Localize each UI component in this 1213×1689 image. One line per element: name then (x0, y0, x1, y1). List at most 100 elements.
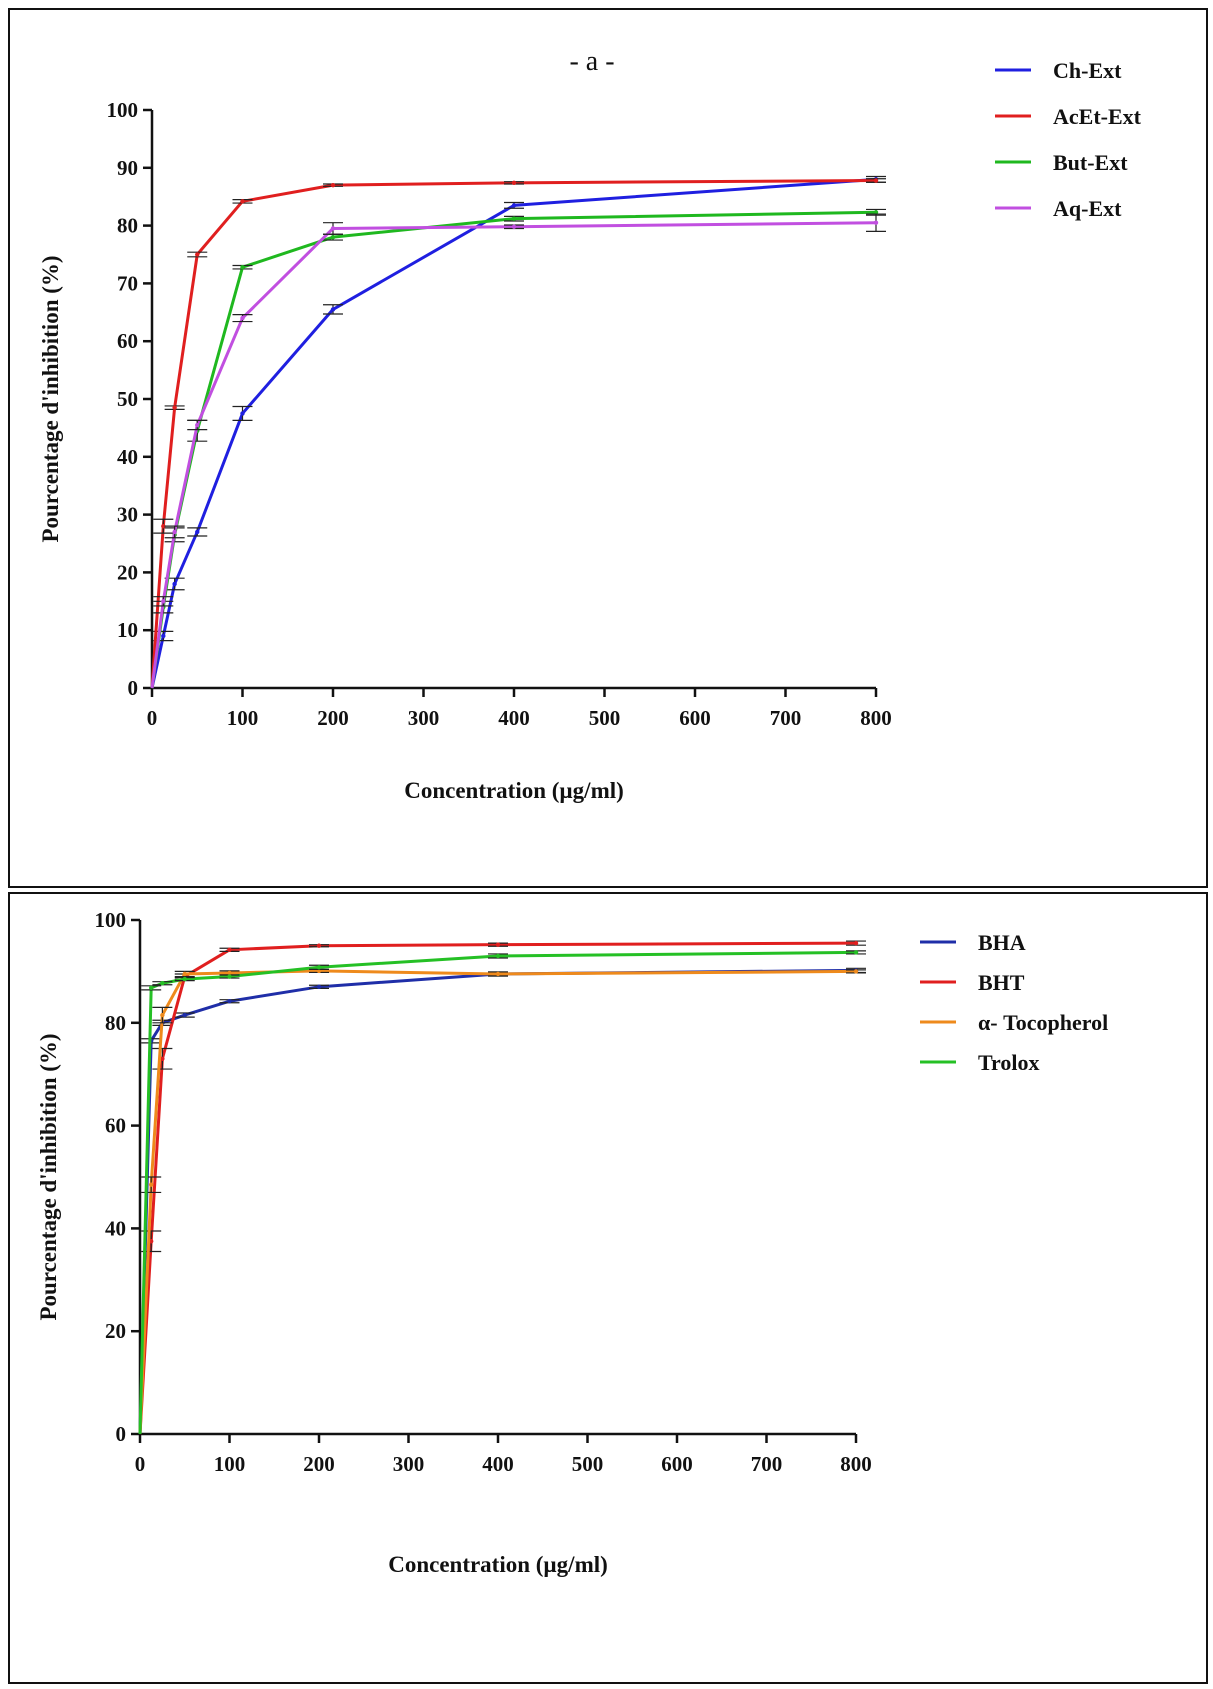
chart-b-error-bar (846, 950, 866, 955)
chart-a-data-point (330, 234, 336, 240)
chart-a-data-point (511, 224, 517, 229)
chart-b-data-point (316, 965, 322, 970)
chart-b-series-line-0 (138, 968, 857, 1435)
chart-a-error-bar (323, 182, 343, 188)
chart-a-error-bar (164, 577, 185, 591)
chart-a-y-tick-label: 100 (107, 98, 139, 122)
chart-a-title: - a - (569, 46, 614, 77)
chart-b-data-point (227, 999, 232, 1004)
chart-a-legend-label: AcEt-Ext (1053, 104, 1142, 129)
chart-b-x-tick-label: 700 (751, 1452, 783, 1476)
chart-b-error-bar (141, 985, 162, 991)
chart-a-x-tick-label: 500 (589, 706, 621, 730)
chart-a-error-bar (504, 215, 524, 222)
chart-a-y-tick-label: 20 (117, 560, 138, 584)
chart-a-error-bar (504, 201, 524, 209)
chart-b-data-point (495, 971, 501, 977)
chart-b-error-bar (174, 1012, 195, 1018)
chart-a-y-tick-label: 80 (117, 214, 138, 238)
chart-a-y-tick-label: 30 (117, 503, 138, 527)
chart-a-series-line-1 (150, 179, 877, 689)
chart-a-x-tick-label: 600 (679, 706, 711, 730)
chart-b-data-point (853, 950, 859, 955)
chart-b-error-bar (488, 942, 508, 947)
chart-b-x-tick-label: 100 (214, 1452, 246, 1476)
chart-b-legend-label: α- Tocopherol (978, 1010, 1108, 1035)
chart-a-error-bar (504, 180, 524, 186)
chart-a-series-line-0 (150, 177, 877, 689)
chart-b-data-point (853, 940, 859, 946)
chart-b-data-point (227, 947, 232, 953)
chart-b-data-point (160, 1012, 165, 1018)
chart-b-data-point (160, 981, 165, 986)
chart-a-error-bar (232, 264, 253, 270)
chart-a-data-point (511, 180, 517, 186)
chart-a-y-tick-label: 50 (117, 387, 138, 411)
chart-a-error-bar (187, 419, 208, 431)
chart-a-data-point (873, 220, 879, 225)
chart-b-data-point (316, 943, 322, 948)
chart-b-series-line-2 (138, 969, 857, 1435)
chart-panel-a: - a - 0 10 20 30 40 50 60 70 80 90 100 0 100 200 300 400… (8, 8, 1208, 888)
chart-b-error-bar (309, 984, 329, 990)
chart-a-x-tick-label: 0 (147, 706, 158, 730)
chart-a-data-point (195, 529, 200, 535)
chart-a-data-point (873, 210, 879, 215)
chart-a-data-point (161, 599, 166, 604)
chart-b-x-tick-label: 500 (572, 1452, 604, 1476)
chart-a-error-bar (323, 304, 343, 315)
chart-a-data-point (511, 216, 517, 221)
chart-a-data-point (161, 523, 166, 529)
chart-a-x-axis-title: Concentration (µg/ml) (404, 778, 624, 803)
chart-b-svg: -b-0204060801000100200300400500600700800… (36, 908, 1108, 1577)
chart-b-data-point (227, 974, 232, 979)
chart-a-data-point (330, 226, 336, 231)
chart-b-y-tick-label: 100 (95, 908, 127, 932)
chart-a-data-point (330, 182, 336, 188)
chart-a-x-tick-label: 400 (498, 706, 530, 730)
chart-b-error-bar (488, 953, 508, 959)
chart-b-error-bar (219, 999, 240, 1004)
chart-a-data-point (511, 203, 517, 208)
chart-a-y-tick-label: 90 (117, 156, 138, 180)
chart-b-x-tick-label: 400 (482, 1452, 514, 1476)
chart-a-x-tick-label: 200 (317, 706, 349, 730)
chart-a-error-bar (232, 314, 253, 323)
chart-b-data-point (495, 953, 501, 959)
chart-b-x-tick-label: 800 (840, 1452, 872, 1476)
chart-b-data-point (160, 1056, 165, 1061)
chart-b-error-bar (846, 940, 866, 946)
chart-a-data-point (240, 265, 245, 270)
chart-b-data-point (853, 969, 859, 974)
chart-a-y-tick-label: 10 (117, 618, 138, 642)
chart-a-data-point (240, 411, 245, 416)
chart-b-data-point (227, 970, 232, 976)
chart-b-error-bar (219, 947, 240, 953)
chart-b-error-bar (309, 964, 329, 970)
chart-b-data-point (182, 1012, 187, 1018)
chart-a-data-point (873, 178, 879, 183)
chart-b-x-tick-label: 600 (661, 1452, 693, 1476)
chart-panel-b: -b-0204060801000100200300400500600700800… (8, 892, 1208, 1684)
chart-a-data-point (172, 529, 177, 535)
chart-b-data-point (316, 984, 322, 990)
chart-b-x-axis-title: Concentration (µg/ml) (388, 1552, 608, 1577)
chart-b-error-bar (488, 971, 508, 977)
chart-b-data-point (495, 942, 501, 947)
chart-a-error-bar (153, 518, 174, 534)
chart-b-error-bar (152, 981, 173, 986)
chart-a-y-tick-label: 40 (117, 445, 138, 469)
chart-a-y-tick-label: 60 (117, 329, 138, 353)
chart-b-error-bar (219, 974, 240, 979)
chart-a-series-line-2 (150, 210, 877, 689)
chart-a-error-bar (153, 596, 174, 607)
chart-a-error-bar (866, 178, 886, 183)
chart-b-series-line-1 (138, 941, 857, 1435)
chart-a-y-tick-label: 70 (117, 271, 138, 295)
chart-b-error-bar (174, 976, 195, 982)
chart-a-y-tick-label: 0 (128, 676, 139, 700)
chart-a-data-point (240, 199, 245, 204)
chart-b-x-tick-label: 200 (303, 1452, 335, 1476)
chart-b-y-tick-label: 40 (105, 1216, 126, 1240)
chart-b-error-bar (152, 1047, 173, 1070)
